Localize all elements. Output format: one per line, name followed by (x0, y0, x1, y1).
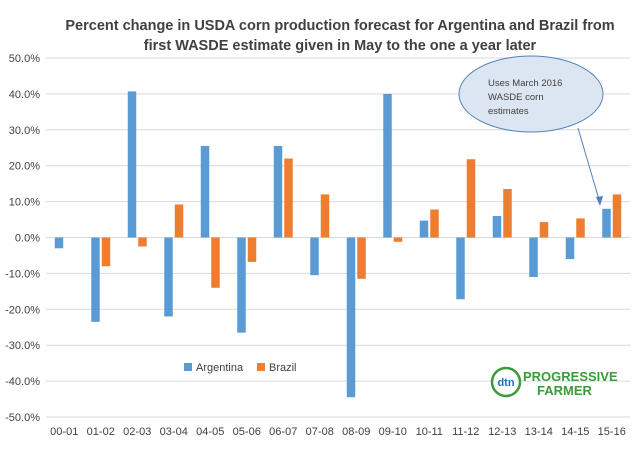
bar-argentina-14-15 (565, 237, 575, 260)
bar-argentina-06-07 (273, 145, 283, 238)
y-tick-label: -40.0% (5, 376, 40, 388)
progressive-farmer-logo: dtn PROGRESSIVE FARMER (490, 366, 618, 398)
bar-brazil-13-14 (539, 222, 549, 238)
x-tick-label: 07-08 (306, 426, 334, 438)
y-tick-label: 20.0% (9, 161, 40, 173)
bar-brazil-03-04 (174, 204, 184, 238)
x-tick-label: 02-03 (123, 426, 151, 438)
x-axis-tick-labels: 00-01 01-02 02-03 03-04 04-05 05-06 06-07 07-08… (50, 426, 626, 438)
bar-brazil-07-08 (320, 194, 330, 238)
x-tick-label: 11-12 (452, 426, 479, 438)
legend: Argentina Brazil (184, 362, 297, 374)
x-tick-label: 03-04 (160, 426, 188, 438)
bar-brazil-10-11 (430, 209, 439, 238)
callout-ellipse (458, 55, 604, 133)
callout-line-2: WASDE corn (488, 92, 544, 103)
chart-title-line-1: Percent change in USDA corn production f… (65, 18, 615, 34)
bar-brazil-11-12 (466, 159, 476, 238)
logo-farmer: FARMER (537, 383, 593, 398)
y-tick-label: -50.0% (5, 412, 40, 424)
callout-line-1: Uses March 2016 (488, 78, 562, 89)
y-tick-label: 10.0% (9, 197, 40, 209)
y-tick-label: -10.0% (5, 268, 40, 280)
bars (54, 91, 622, 398)
legend-swatch-brazil (257, 363, 265, 371)
chart-title: Percent change in USDA corn production f… (60, 16, 620, 56)
bar-brazil-05-06 (247, 237, 257, 262)
y-tick-label: 0.0% (15, 233, 40, 245)
bar-argentina-00-01 (54, 237, 64, 249)
dtn-logo-mark: dtn (497, 377, 514, 389)
x-tick-label: 13-14 (525, 426, 553, 438)
x-tick-label: 05-06 (233, 426, 261, 438)
bar-argentina-09-10 (383, 93, 392, 238)
bar-argentina-02-03 (127, 91, 137, 238)
dtn-logo-circle (490, 366, 522, 398)
bar-brazil-12-13 (503, 189, 512, 238)
bar-argentina-01-02 (91, 237, 100, 322)
x-tick-label: 12-13 (488, 426, 516, 438)
annotation-callout: Uses March 2016 WASDE corn estimates (458, 55, 604, 206)
bar-brazil-08-09 (357, 237, 366, 279)
x-tick-label: 15-16 (598, 426, 626, 438)
bar-brazil-01-02 (101, 237, 111, 267)
x-tick-label: 06-07 (269, 426, 297, 438)
chart-title-line-2: first WASDE estimate given in May to the… (143, 38, 537, 54)
bar-argentina-13-14 (529, 237, 538, 277)
bar-brazil-14-15 (576, 218, 585, 238)
y-tick-label: 40.0% (9, 89, 40, 101)
callout-arrowhead (596, 196, 603, 206)
x-tick-label: 00-01 (50, 426, 78, 438)
x-tick-label: 09-10 (379, 426, 407, 438)
x-tick-label: 04-05 (196, 426, 224, 438)
y-tick-label: 50.0% (9, 53, 40, 65)
y-axis-tick-labels: 50.0% 40.0% 30.0% 20.0% 10.0% 0.0% -10.0% -20.0… (5, 53, 40, 424)
legend-label-brazil: Brazil (269, 362, 297, 374)
bar-argentina-11-12 (456, 237, 465, 300)
x-tick-label: 14-15 (561, 426, 589, 438)
legend-label-argentina: Argentina (196, 362, 244, 374)
bar-brazil-06-07 (284, 158, 293, 238)
bar-brazil-15-16 (612, 194, 622, 238)
bar-argentina-10-11 (419, 220, 429, 238)
bar-argentina-12-13 (492, 215, 502, 238)
bar-brazil-09-10 (393, 237, 403, 242)
bar-brazil-02-03 (138, 237, 147, 247)
y-tick-label: -20.0% (5, 304, 40, 316)
bar-argentina-04-05 (200, 145, 210, 238)
callout-arrow (577, 127, 601, 204)
x-tick-label: 08-09 (342, 426, 370, 438)
x-tick-label: 10-11 (416, 426, 443, 438)
bar-argentina-05-06 (237, 237, 246, 333)
x-tick-label: 01-02 (87, 426, 115, 438)
bar-argentina-07-08 (310, 237, 319, 276)
bar-argentina-15-16 (602, 208, 611, 238)
bar-argentina-03-04 (164, 237, 173, 317)
bar-argentina-08-09 (346, 237, 356, 398)
callout-line-3: estimates (488, 106, 529, 117)
y-tick-label: 30.0% (9, 125, 40, 137)
y-tick-label: -30.0% (5, 340, 40, 352)
logo-progressive: PROGRESSIVE (523, 369, 618, 384)
bar-brazil-04-05 (211, 237, 220, 288)
legend-swatch-argentina (184, 363, 192, 371)
